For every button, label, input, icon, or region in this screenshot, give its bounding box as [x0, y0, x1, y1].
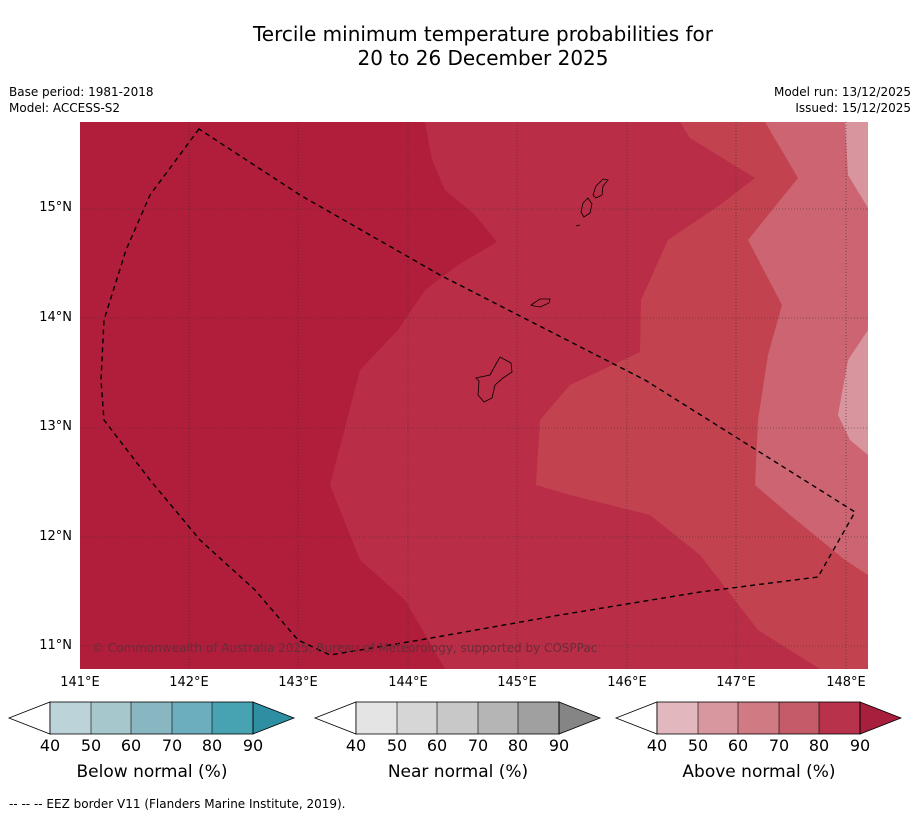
lon-label-147: 147°E	[716, 675, 756, 690]
lon-label-146: 146°E	[607, 675, 647, 690]
guam-island	[475, 356, 513, 403]
near-tick-50: 50	[386, 736, 408, 755]
above-tick-50: 50	[687, 736, 709, 755]
lat-label-12: 12°N	[39, 529, 72, 544]
issued-date: Issued: 15/12/2025	[795, 101, 911, 115]
base-period: Base period: 1981-2018	[9, 85, 154, 99]
zone-60-70	[748, 122, 868, 575]
above-normal-label: Above normal (%)	[682, 762, 836, 782]
below-normal-label: Below normal (%)	[76, 762, 228, 782]
colorbar-above	[614, 701, 903, 735]
lon-label-145: 145°E	[497, 675, 537, 690]
lon-label-148: 148°E	[826, 675, 866, 690]
near-tick-40: 40	[345, 736, 367, 755]
colorbar-near	[313, 701, 602, 735]
model-run: Model run: 13/12/2025	[773, 85, 911, 99]
lat-label-11: 11°N	[39, 638, 72, 653]
eez-border	[100, 128, 856, 656]
above-tick-90: 90	[849, 736, 871, 755]
zone-50-60-east	[838, 330, 868, 455]
eez-legend-footer: -- -- -- EEZ border V11 (Flanders Marine…	[9, 797, 346, 811]
lat-label-13: 13°N	[39, 419, 72, 434]
aguijan-islet	[575, 224, 581, 227]
above-tick-60: 60	[727, 736, 749, 755]
zone-50-60	[845, 122, 868, 208]
near-tick-70: 70	[467, 736, 489, 755]
chart-title: Tercile minimum temperature probabilitie…	[0, 22, 919, 70]
near-tick-60: 60	[426, 736, 448, 755]
rota-island	[530, 298, 551, 308]
lon-label-141: 141°E	[60, 675, 100, 690]
saipan-island	[592, 178, 609, 199]
below-tick-40: 40	[39, 736, 61, 755]
tinian-island	[580, 197, 593, 218]
below-tick-80: 80	[201, 736, 223, 755]
below-tick-50: 50	[80, 736, 102, 755]
below-tick-60: 60	[120, 736, 142, 755]
below-tick-90: 90	[242, 736, 264, 755]
title-line-1: Tercile minimum temperature probabilitie…	[252, 22, 714, 46]
model-name: Model: ACCESS-S2	[9, 101, 121, 115]
below-tick-70: 70	[161, 736, 183, 755]
near-tick-90: 90	[548, 736, 570, 755]
meta-left: Base period: 1981-2018 Model: ACCESS-S2	[9, 84, 154, 116]
islands	[475, 178, 609, 403]
near-normal-label: Near normal (%)	[387, 762, 529, 782]
gridlines	[80, 122, 868, 669]
lat-label-14: 14°N	[39, 310, 72, 325]
lon-label-144: 144°E	[388, 675, 428, 690]
lon-label-142: 142°E	[169, 675, 209, 690]
meta-right: Model run: 13/12/2025 Issued: 15/12/2025	[774, 84, 911, 116]
colorbar-below	[7, 701, 296, 735]
above-tick-70: 70	[768, 736, 790, 755]
above-tick-80: 80	[808, 736, 830, 755]
lon-label-143: 143°E	[278, 675, 318, 690]
copyright-notice: © Commonwealth of Australia 2025, Bureau…	[92, 641, 598, 655]
title-line-2: 20 to 26 December 2025	[357, 46, 609, 70]
lat-label-15: 15°N	[39, 200, 72, 215]
near-tick-80: 80	[507, 736, 529, 755]
above-tick-40: 40	[646, 736, 668, 755]
